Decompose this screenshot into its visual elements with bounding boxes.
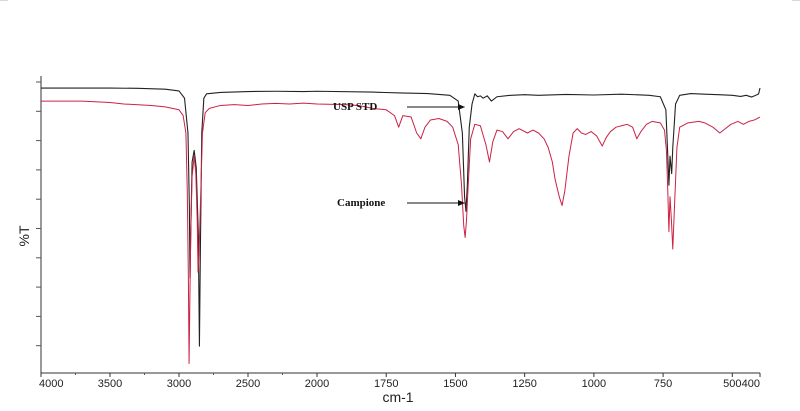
x-tick-label: 1750 (374, 378, 398, 390)
x-tick-label: 400 (742, 378, 760, 390)
x-tick-label: 750 (654, 378, 672, 390)
x-axis-title: cm-1 (382, 389, 413, 405)
x-tick-label: 500 (723, 378, 741, 390)
x-tick-label: 2000 (305, 378, 329, 390)
series-layer (41, 87, 761, 365)
x-tick-label: 4000 (39, 378, 63, 390)
x-tick-label: 2500 (236, 378, 260, 390)
y-axis-title: %T (16, 225, 32, 246)
x-axis-ticks: 4000 3500 3000 2500 2000 1750 1500 1250 1000 750 5… (39, 373, 761, 390)
x-tick-label: 1000 (582, 378, 606, 390)
corner-mark-left (0, 0, 8, 1)
series-line-campione (41, 100, 761, 365)
x-tick-label: 1500 (443, 378, 467, 390)
corner-mark-right (792, 0, 800, 1)
x-tick-label: 3000 (167, 378, 191, 390)
y-axis-ticks (36, 81, 41, 347)
annotation-campione: Campione (337, 197, 385, 209)
x-tick-label: 1250 (512, 378, 536, 390)
x-tick-label: 3500 (98, 378, 122, 390)
annotation-usp-std: USP STD (333, 101, 377, 113)
series-line-usp-std (41, 87, 761, 347)
